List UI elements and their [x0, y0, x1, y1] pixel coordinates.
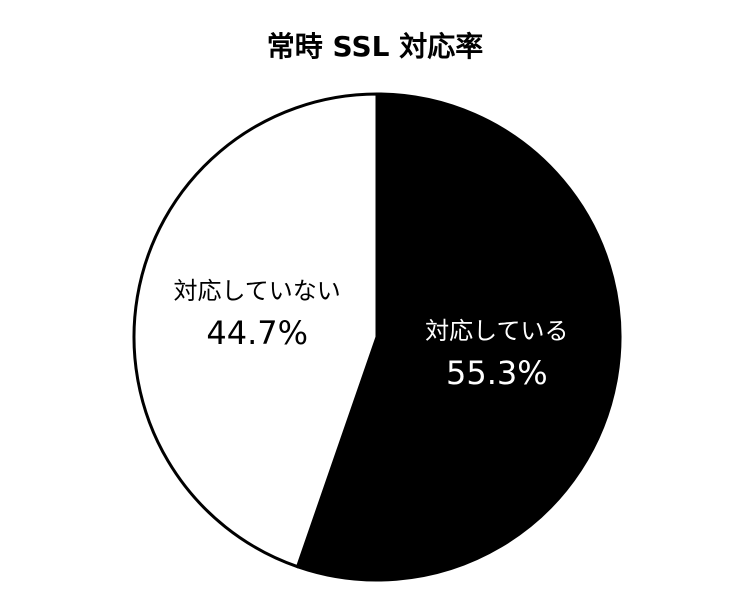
- slice-label: 対応していない: [174, 277, 341, 305]
- value-label: 55.3%: [446, 354, 548, 392]
- pie-slice: [132, 92, 379, 569]
- value-label: 44.7%: [206, 314, 308, 352]
- slice-label: 対応している: [425, 317, 568, 345]
- chart-title: 常時 SSL 対応率: [267, 30, 483, 63]
